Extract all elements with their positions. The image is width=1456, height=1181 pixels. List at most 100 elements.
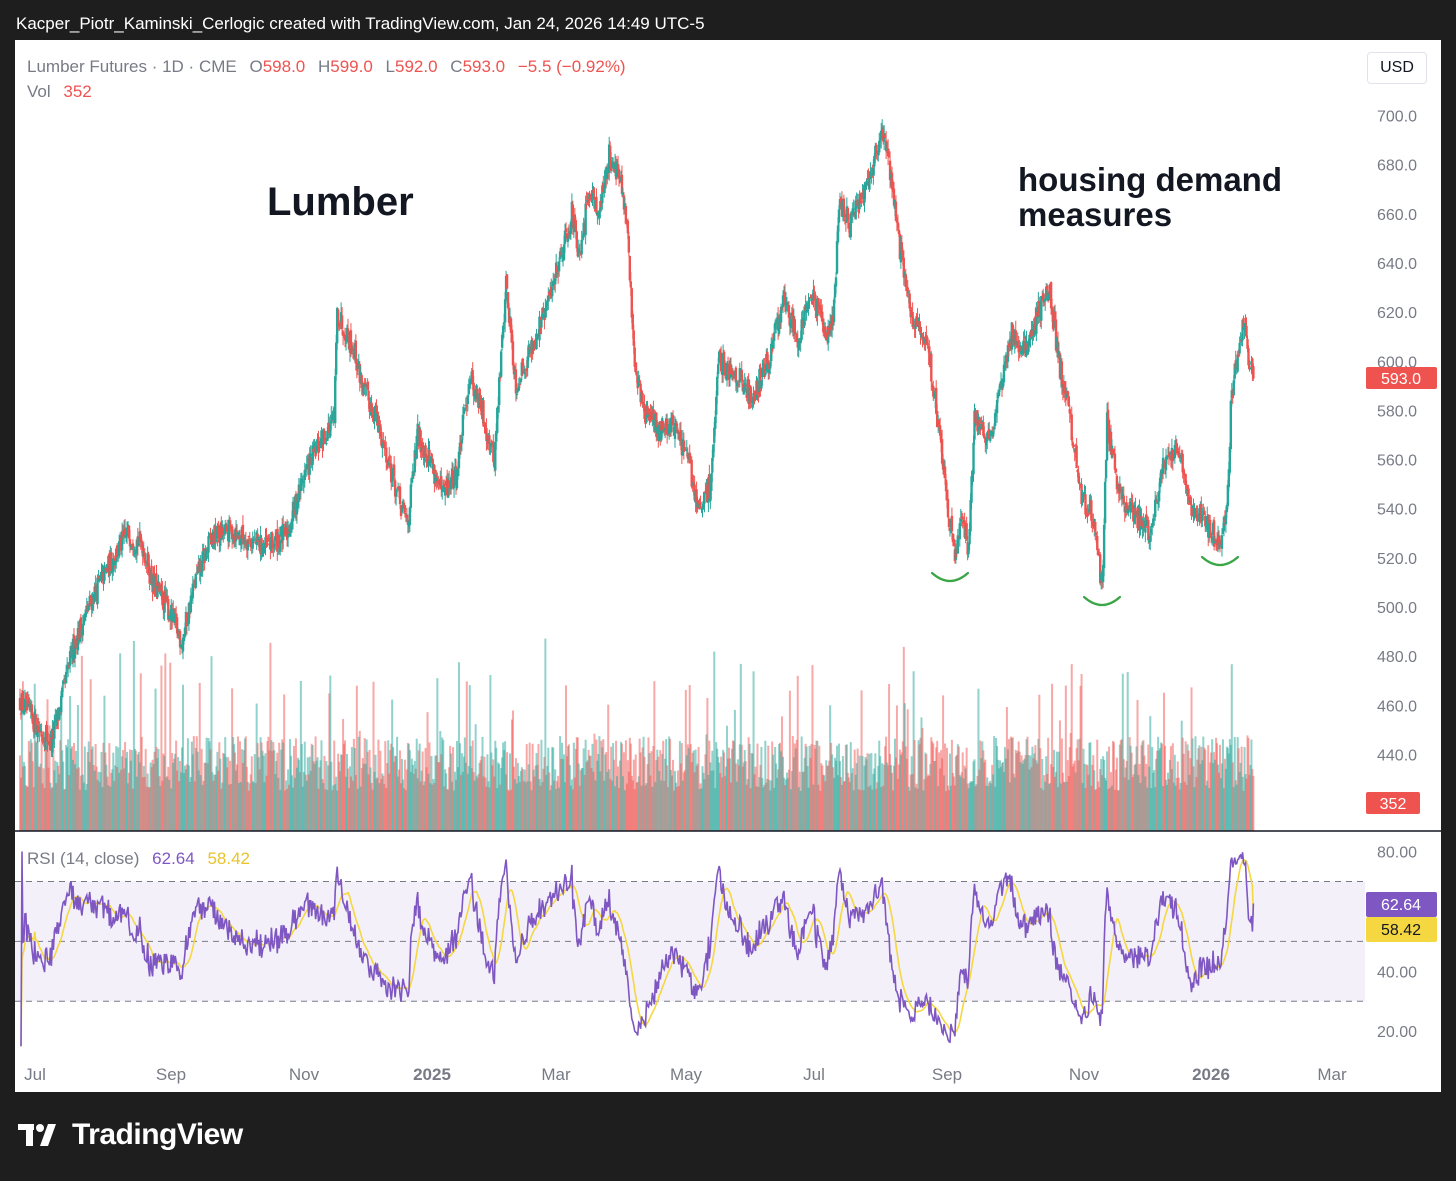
rsi-line: [20, 851, 1255, 1047]
candle-body: [1094, 521, 1097, 532]
candle-body: [147, 554, 150, 574]
candle-body: [787, 305, 791, 318]
vol-label: Vol: [27, 82, 51, 101]
candle-body: [588, 193, 591, 200]
candle-body: [41, 737, 44, 739]
candle-body: [1158, 477, 1162, 488]
candle-body: [1067, 396, 1070, 407]
candle-body: [1246, 339, 1249, 349]
candle-body: [1098, 553, 1101, 555]
candle-body: [1225, 505, 1229, 513]
candle-body: [492, 441, 495, 462]
candle-body: [392, 464, 396, 477]
candle-body: [471, 369, 474, 385]
candle-body: [389, 463, 393, 483]
candle-body: [81, 624, 85, 636]
candle-body: [754, 397, 757, 401]
candle-body: [896, 222, 900, 228]
candle-body: [381, 439, 384, 449]
candle-body: [983, 433, 986, 439]
candle-body: [1228, 446, 1232, 473]
candle-body: [1210, 537, 1214, 541]
candle-body: [58, 707, 61, 720]
candle-body: [722, 351, 726, 363]
candle-body: [783, 292, 787, 306]
candle-body: [909, 309, 912, 318]
candle-body: [752, 393, 755, 403]
rsi-ma-badge-bg: [1366, 917, 1437, 942]
candle-body: [547, 295, 550, 302]
volume-bar: [465, 681, 468, 831]
candle-body: [807, 300, 810, 307]
candle-body: [340, 315, 344, 329]
candle-body: [719, 352, 723, 372]
candle-body: [580, 239, 583, 255]
candle-body: [894, 201, 898, 221]
candle-body: [655, 412, 658, 437]
candle-body: [319, 440, 322, 447]
candle-body: [349, 330, 353, 354]
candle-body: [526, 356, 529, 368]
candle-body: [117, 541, 121, 557]
candle-body: [444, 487, 447, 496]
legend-o-value: 598.0: [263, 57, 306, 76]
price-tick-label: 640.0: [1377, 256, 1417, 273]
candle-body: [573, 214, 577, 224]
candle-body: [1239, 339, 1242, 341]
candle-body: [415, 435, 418, 459]
candle-body: [1106, 409, 1110, 423]
footer-brand-text: TradingView: [72, 1118, 243, 1151]
x-tick-label: Mar: [541, 1065, 571, 1084]
candle-body: [252, 540, 255, 542]
volume-bar: [1149, 716, 1152, 831]
currency-button[interactable]: USD: [1367, 52, 1427, 84]
candle-body: [476, 388, 479, 403]
volume-bar: [46, 699, 49, 831]
volume-bar: [1051, 683, 1054, 831]
candle-body: [768, 369, 771, 374]
candle-body: [608, 145, 612, 164]
candle-body: [858, 193, 861, 210]
candle-body: [1104, 459, 1108, 479]
rsi-legend: RSI (14, close) 62.64 58.42: [27, 849, 250, 868]
chart-svg[interactable]: 500.0520.0540.0560.0580.0600.0620.0640.0…: [15, 40, 1441, 1092]
candle-body: [1044, 286, 1048, 301]
chart-panel[interactable]: 500.0 520.0 540.0 560.0 580.0 600.0 620.0 640.0…: [15, 40, 1441, 1092]
candle-body: [884, 140, 888, 152]
candle-body: [114, 561, 117, 566]
candle-body: [904, 274, 907, 287]
candle-body: [510, 329, 514, 343]
candle-body: [676, 429, 680, 434]
candle-body: [944, 479, 948, 492]
candle-body: [155, 573, 158, 597]
candle-body: [715, 396, 718, 415]
candle-body: [62, 680, 65, 685]
candle-body: [452, 476, 456, 489]
candle-body: [703, 494, 706, 504]
candle-body: [1072, 444, 1075, 447]
candle-body: [305, 464, 308, 469]
candle-body: [1204, 516, 1207, 527]
candle-body: [1167, 452, 1171, 457]
candle-body: [499, 351, 503, 377]
chart-title-annotation: Lumber: [267, 180, 414, 224]
candle-body: [542, 307, 545, 313]
volume-bar: [269, 642, 272, 831]
candle-body: [462, 407, 466, 415]
candle-body: [591, 190, 594, 200]
candle-body: [702, 501, 705, 509]
candle-body: [615, 162, 619, 178]
volume-bar: [1252, 775, 1255, 831]
candle-body: [686, 452, 689, 459]
candle-body: [1162, 460, 1166, 468]
candle-body: [181, 637, 185, 652]
volume-bar: [119, 653, 122, 831]
candle-body: [856, 199, 859, 207]
candle-body: [532, 340, 535, 351]
candle-body: [812, 289, 815, 301]
candle-body: [880, 130, 883, 140]
volume-bar: [1136, 699, 1139, 831]
rsi-badge-bg: [1366, 892, 1437, 917]
candle-body: [808, 297, 811, 302]
candle-body: [509, 318, 513, 333]
